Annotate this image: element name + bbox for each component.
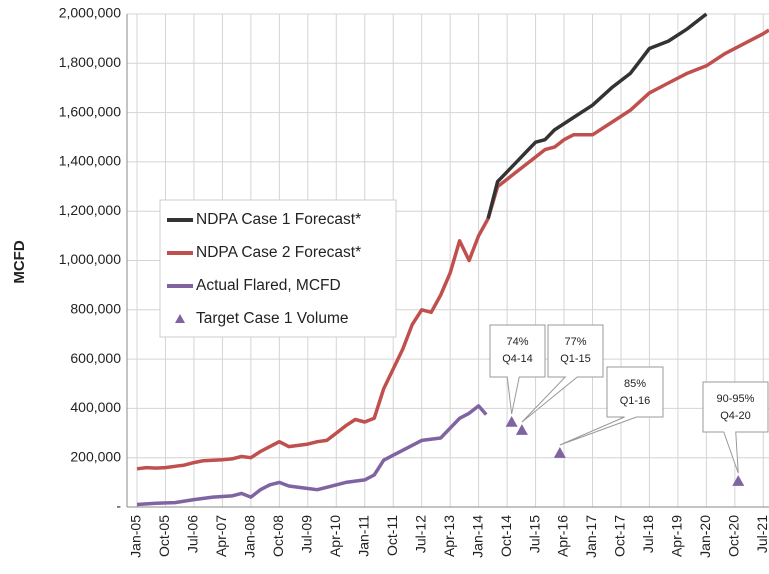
x-tick-label: Jul-09 [299, 515, 315, 553]
x-tick-label: Apr-07 [213, 515, 229, 557]
x-tick-label: Jul-18 [640, 515, 656, 553]
target-marker [515, 424, 528, 435]
legend-marker [175, 314, 185, 323]
callout-text: Q4-14 [502, 353, 533, 365]
y-tick-label: 200,000 [70, 448, 121, 464]
x-tick-label: Oct-14 [498, 515, 514, 557]
x-tick-label: Jan-14 [469, 515, 485, 558]
target-marker [553, 447, 566, 458]
legend-label: NDPA Case 2 Forecast* [196, 244, 361, 261]
x-tick-label: Oct-17 [612, 515, 628, 557]
x-tick-label: Jan-05 [128, 515, 144, 558]
x-tick-label: Apr-16 [555, 515, 571, 557]
callout-text: Q1-15 [560, 353, 591, 365]
series-line [486, 12, 708, 220]
y-tick-label: 1,600,000 [59, 103, 121, 119]
callout [702, 381, 769, 474]
y-tick-label: 1,200,000 [59, 202, 121, 218]
x-tick-label: Oct-20 [726, 515, 742, 557]
x-tick-label: Apr-10 [327, 515, 343, 557]
x-tick-label: Jan-20 [697, 515, 713, 558]
target-marker [732, 475, 745, 486]
x-tick-label: Apr-19 [669, 515, 685, 557]
callout-text: Q1-16 [620, 395, 651, 407]
legend-label: Target Case 1 Volume [196, 310, 349, 327]
legend-box [159, 199, 397, 338]
y-tick-label: 1,800,000 [59, 54, 121, 70]
callout [559, 366, 664, 446]
legend-label: NDPA Case 1 Forecast* [196, 211, 361, 228]
target-marker [505, 415, 518, 427]
y-tick-label: 2,000,000 [59, 5, 121, 21]
x-tick-label: Apr-13 [441, 515, 457, 557]
x-tick-label: Jan-08 [242, 515, 258, 558]
series-line [136, 404, 488, 507]
x-tick-label: Oct-08 [270, 515, 286, 557]
x-tick-label: Jan-11 [355, 515, 371, 557]
legend-label: Actual Flared, MCFD [196, 277, 341, 294]
y-tick-label: 600,000 [70, 350, 121, 366]
callout [489, 324, 546, 415]
y-tick-label: 1,000,000 [59, 251, 121, 267]
callout-text: 74% [506, 336, 528, 348]
y-tick-label: 1,400,000 [59, 153, 121, 169]
y-tick-label: 800,000 [70, 301, 121, 317]
y-tick-label: 400,000 [70, 399, 121, 415]
x-tick-label: Jul-06 [185, 515, 201, 553]
x-tick-label: Jul-15 [526, 515, 542, 553]
x-tick-label: Jul-12 [412, 515, 428, 553]
x-tick-label: Jul-21 [754, 515, 769, 553]
y-tick-label: - [116, 498, 121, 514]
series-line [136, 28, 769, 471]
callout [521, 324, 604, 423]
y-axis-label: MCFD [11, 240, 28, 283]
callout-text: 77% [564, 336, 586, 348]
x-tick-label: Jan-17 [583, 515, 599, 558]
x-tick-label: Oct-05 [156, 515, 172, 557]
callout-text: Q4-20 [720, 410, 751, 422]
callout-text: 85% [624, 378, 646, 390]
x-tick-label: Oct-11 [384, 515, 400, 556]
callout-text: 90-95% [717, 393, 755, 405]
